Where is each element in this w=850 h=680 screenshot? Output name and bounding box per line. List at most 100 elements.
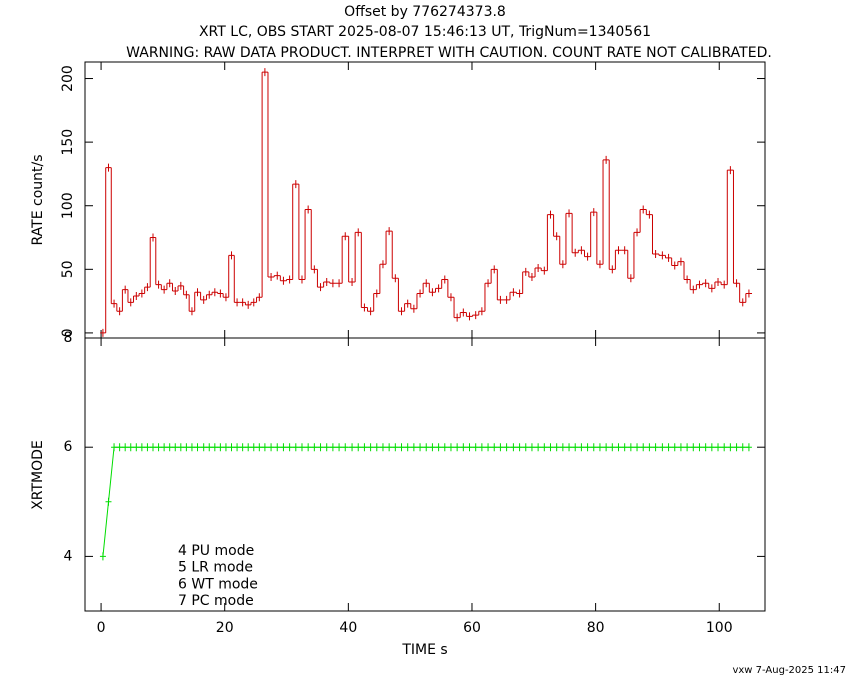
marker — [715, 443, 722, 452]
marker — [435, 443, 442, 452]
marker — [349, 443, 356, 452]
marker — [733, 443, 740, 452]
marker — [206, 443, 213, 452]
marker — [621, 443, 628, 452]
bin — [447, 293, 455, 302]
marker — [478, 443, 485, 452]
y-tick-label: 0 — [60, 328, 76, 337]
bin — [410, 304, 417, 313]
bin — [361, 303, 368, 312]
marker — [466, 443, 473, 452]
bin — [535, 264, 542, 273]
marker — [280, 443, 287, 452]
marker — [234, 443, 241, 452]
marker — [292, 443, 299, 452]
marker — [640, 443, 647, 452]
bin — [696, 280, 703, 289]
bin — [460, 308, 467, 317]
marker — [200, 443, 207, 452]
marker — [417, 443, 424, 452]
bin — [745, 289, 753, 298]
legend-note: 4 PU mode — [178, 543, 254, 559]
bin — [150, 233, 156, 242]
bin — [355, 228, 362, 237]
marker — [286, 443, 293, 452]
marker — [228, 443, 235, 452]
marker — [510, 443, 517, 452]
marker — [222, 443, 229, 452]
step-connector — [105, 72, 747, 333]
bin — [454, 313, 461, 322]
bin — [627, 274, 634, 283]
marker — [503, 443, 510, 452]
bin — [478, 307, 485, 316]
marker — [708, 443, 715, 452]
marker — [392, 443, 399, 452]
marker — [317, 443, 324, 452]
bin — [144, 283, 151, 292]
bin — [212, 288, 218, 297]
bin — [234, 298, 240, 307]
bin — [646, 210, 653, 219]
marker — [217, 443, 224, 452]
x-tick-label: 20 — [216, 620, 234, 636]
y-tick-label: 200 — [60, 65, 76, 92]
marker — [342, 443, 349, 452]
bin — [565, 209, 573, 218]
bin — [423, 279, 430, 288]
bin — [416, 289, 424, 298]
x-tick-label: 60 — [463, 620, 481, 636]
bin — [528, 272, 536, 281]
bin — [503, 295, 510, 304]
bin — [292, 180, 299, 189]
marker — [274, 443, 281, 452]
marker — [177, 443, 184, 452]
bin — [155, 280, 162, 289]
marker — [386, 443, 393, 452]
marker — [516, 443, 523, 452]
marker — [634, 443, 641, 452]
legend-note: 5 LR mode — [178, 560, 253, 576]
marker — [211, 443, 218, 452]
bin — [590, 208, 597, 217]
bin — [161, 285, 167, 294]
bin — [684, 275, 691, 284]
bin — [139, 289, 145, 298]
bin — [578, 246, 585, 255]
legend-note: 6 WT mode — [178, 576, 258, 592]
y-tick-label: 4 — [64, 548, 73, 564]
marker — [547, 443, 554, 452]
marker — [245, 443, 252, 452]
marker — [423, 443, 430, 452]
marker — [745, 443, 752, 452]
marker — [404, 443, 411, 452]
bin — [398, 307, 405, 316]
marker — [615, 443, 622, 452]
marker — [256, 443, 263, 452]
marker — [398, 443, 405, 452]
marker — [491, 443, 498, 452]
marker — [429, 443, 436, 452]
bin — [228, 251, 235, 260]
marker — [590, 443, 597, 452]
bin — [603, 155, 610, 164]
marker — [367, 443, 374, 452]
marker — [161, 443, 168, 452]
y-axis-label: RATE count/s — [30, 154, 46, 245]
bin — [267, 272, 275, 281]
bin — [206, 290, 213, 299]
bin — [386, 227, 393, 236]
marker — [584, 443, 591, 452]
bin — [491, 265, 498, 274]
bin — [317, 283, 324, 292]
marker — [627, 443, 634, 452]
marker — [250, 443, 257, 452]
bin — [200, 295, 207, 304]
marker — [329, 443, 336, 452]
warning: WARNING: RAW DATA PRODUCT. INTERPRET WIT… — [126, 45, 772, 61]
chart-title: Offset by 776274373.8 — [344, 4, 506, 20]
marker — [138, 443, 145, 452]
marker — [677, 443, 684, 452]
bin — [311, 265, 318, 274]
marker — [379, 443, 386, 452]
